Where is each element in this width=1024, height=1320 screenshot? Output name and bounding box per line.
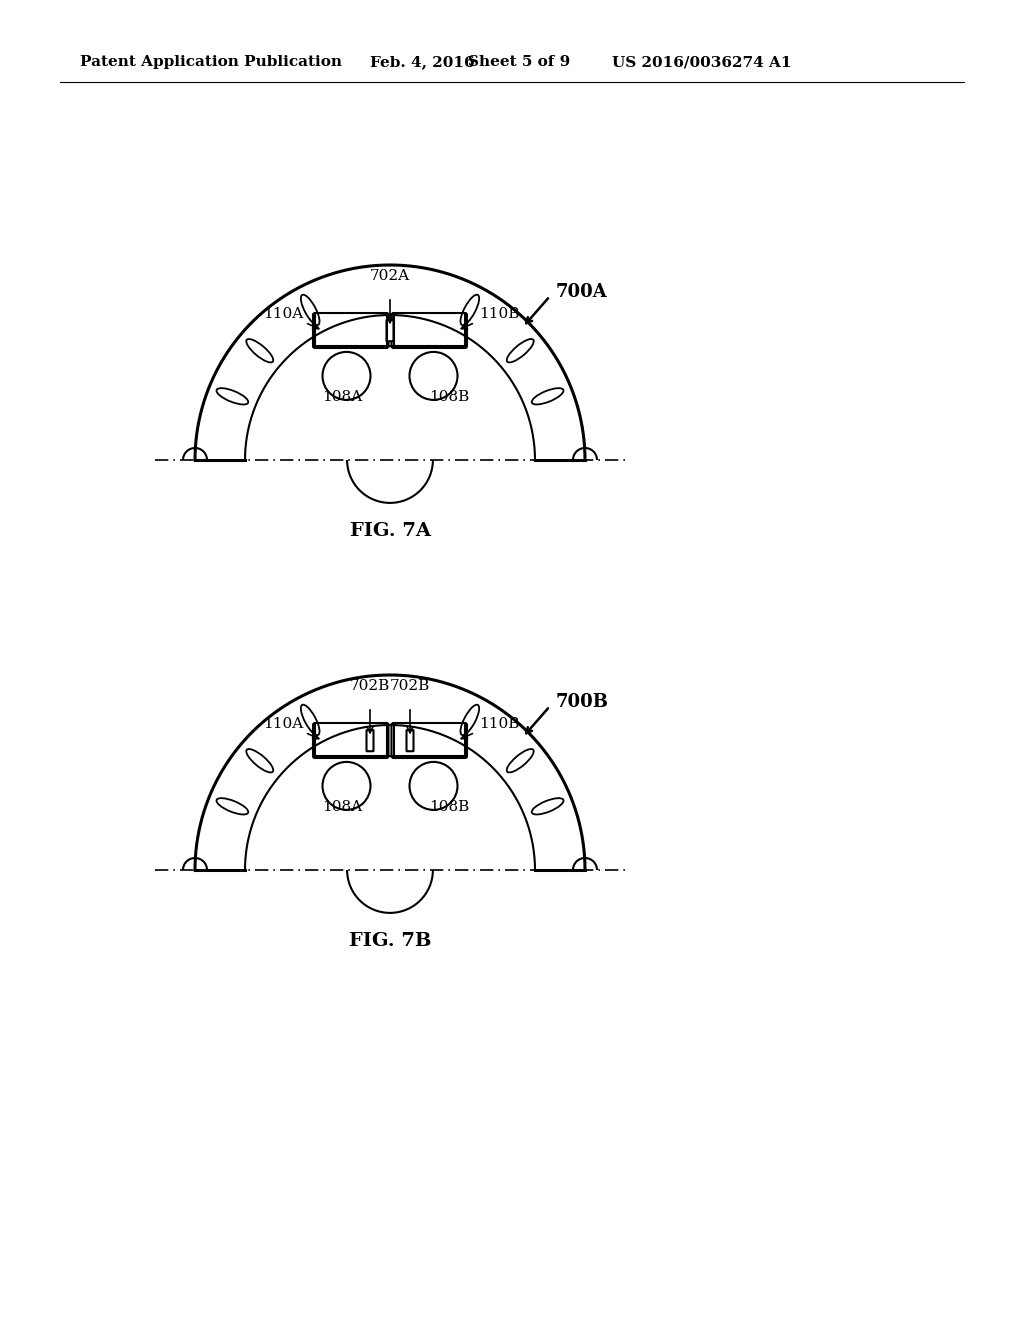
Text: US 2016/0036274 A1: US 2016/0036274 A1 (612, 55, 792, 69)
FancyBboxPatch shape (407, 730, 414, 751)
Text: 702A: 702A (370, 269, 410, 282)
Text: FIG. 7B: FIG. 7B (349, 932, 431, 950)
Text: 110B: 110B (479, 718, 519, 731)
Text: FIG. 7A: FIG. 7A (349, 521, 430, 540)
Text: 700A: 700A (556, 284, 607, 301)
Text: 108B: 108B (429, 800, 470, 814)
FancyBboxPatch shape (367, 730, 374, 751)
Text: 110A: 110A (263, 718, 303, 731)
Text: 108A: 108A (323, 389, 362, 404)
Text: Feb. 4, 2016: Feb. 4, 2016 (370, 55, 475, 69)
Text: 108B: 108B (429, 389, 470, 404)
Text: 110A: 110A (263, 308, 303, 322)
FancyBboxPatch shape (386, 319, 393, 342)
Text: 108A: 108A (323, 800, 362, 814)
Text: Sheet 5 of 9: Sheet 5 of 9 (468, 55, 570, 69)
Text: 702B: 702B (390, 678, 430, 693)
Text: 110B: 110B (479, 308, 519, 322)
Text: 702B: 702B (350, 678, 390, 693)
Text: Patent Application Publication: Patent Application Publication (80, 55, 342, 69)
Text: 700B: 700B (556, 693, 609, 711)
